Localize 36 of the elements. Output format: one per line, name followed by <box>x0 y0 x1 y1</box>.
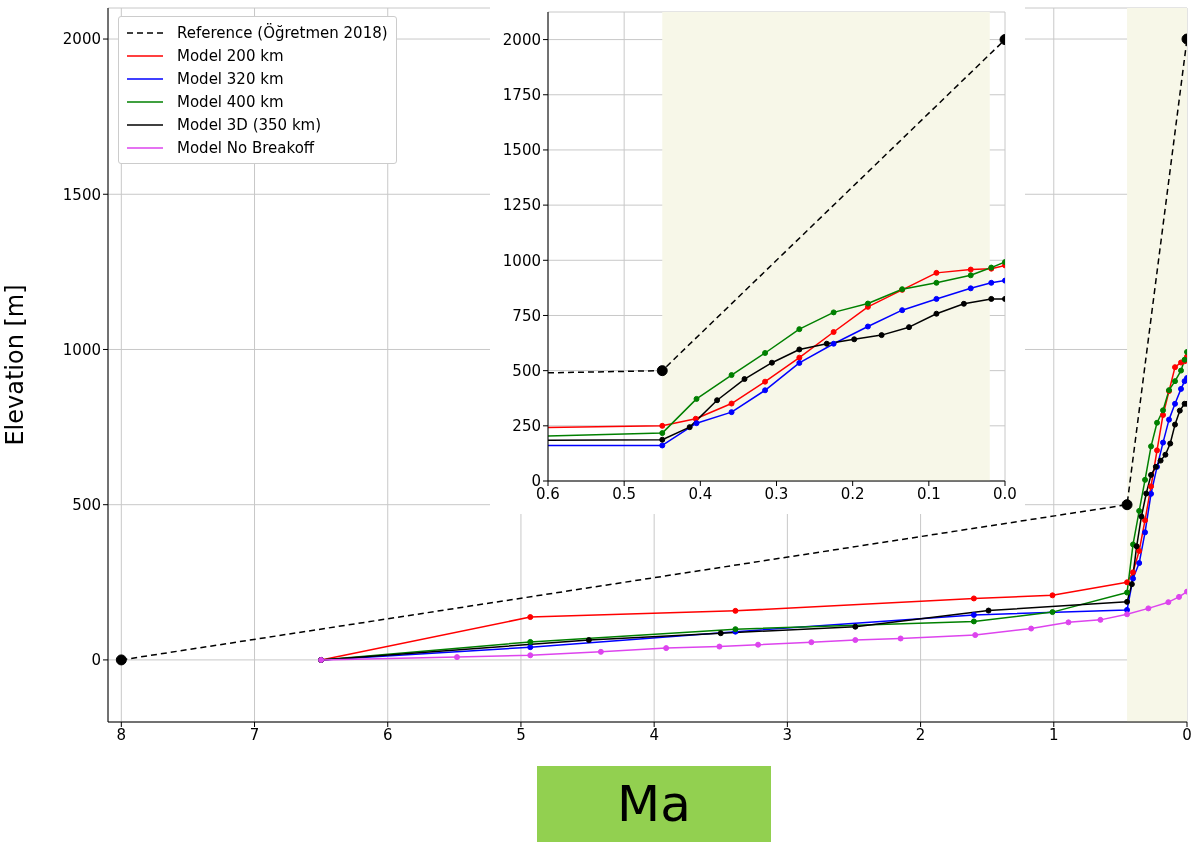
x-tick-label: 3 <box>782 725 793 744</box>
y-tick-label: 2000 <box>502 30 541 49</box>
y-axis-title: Elevation [m] <box>0 284 29 446</box>
y-tick-label: 1000 <box>62 340 101 359</box>
legend-label: Model 320 km <box>177 69 284 88</box>
x-tick-label: 0 <box>1182 725 1192 744</box>
x-axis-title: Ma <box>537 766 771 842</box>
y-tick-label: 1000 <box>502 251 541 270</box>
y-tick-label: 1750 <box>502 86 541 105</box>
x-tick-label: 0.2 <box>840 484 865 503</box>
x-tick-label: 2 <box>915 725 926 744</box>
x-tick-label: 0.4 <box>688 484 713 503</box>
y-tick-label: 500 <box>512 361 541 380</box>
legend-label: Model 3D (350 km) <box>177 115 322 134</box>
x-tick-label: 0.3 <box>764 484 789 503</box>
y-tick-label: 0 <box>91 651 101 670</box>
y-tick-label: 500 <box>72 496 101 515</box>
x-tick-label: 8 <box>116 725 127 744</box>
legend-label: Model 200 km <box>177 46 284 65</box>
y-tick-label: 1500 <box>62 185 101 204</box>
x-tick-label: 0.1 <box>916 484 941 503</box>
legend-label: Model No Breakoff <box>177 138 315 157</box>
y-tick-label: 750 <box>512 306 541 325</box>
y-tick-label: 2000 <box>62 30 101 49</box>
y-tick-label: 1250 <box>502 196 541 215</box>
x-tick-label: 7 <box>249 725 260 744</box>
legend-label: Reference (Öğretmen 2018) <box>177 23 388 42</box>
x-tick-label: 6 <box>382 725 393 744</box>
y-tick-label: 1500 <box>502 141 541 160</box>
x-tick-label: 1 <box>1049 725 1059 744</box>
y-tick-label: 250 <box>512 417 541 436</box>
x-tick-label: 5 <box>516 725 526 744</box>
legend-label: Model 400 km <box>177 92 284 111</box>
x-tick-label: 4 <box>649 725 659 744</box>
x-tick-label: 0.5 <box>612 484 637 503</box>
x-tick-label: 0.0 <box>993 484 1017 503</box>
